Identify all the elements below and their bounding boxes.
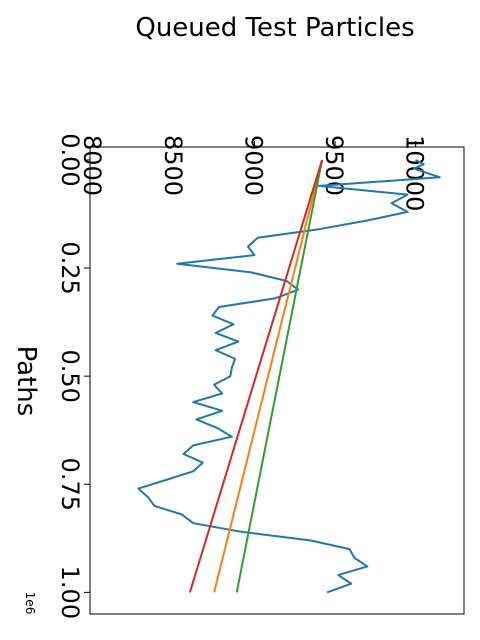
x-tick-label: 0.75 [56,458,84,511]
plot-frame [89,146,465,615]
series-line-1 [137,159,441,594]
x-axis-ticks: 0.00 0.25 0.50 0.75 1.00 [56,133,90,619]
series-line-3 [235,159,324,593]
x-tick-label: 0.50 [56,349,84,402]
x-tick-label: 1.00 [56,566,84,619]
series-line-2 [213,159,324,593]
series-line-4 [188,159,324,593]
series-layer [137,159,441,594]
y-tick-label: 8000 [78,135,106,196]
x-axis-offset-label: 1e6 [23,592,37,615]
x-tick-label: 0.25 [56,241,84,294]
y-tick-label: 8500 [159,135,187,196]
y-axis-ticks: 8000 8500 9000 9500 10000 [78,135,428,211]
y-tick-label: 10000 [401,135,429,211]
chart-title: Queued Test Particles [135,13,414,43]
x-axis-label: Paths [11,346,41,417]
y-tick-label: 9000 [239,135,267,196]
x-tick-label: 0.00 [56,133,84,186]
